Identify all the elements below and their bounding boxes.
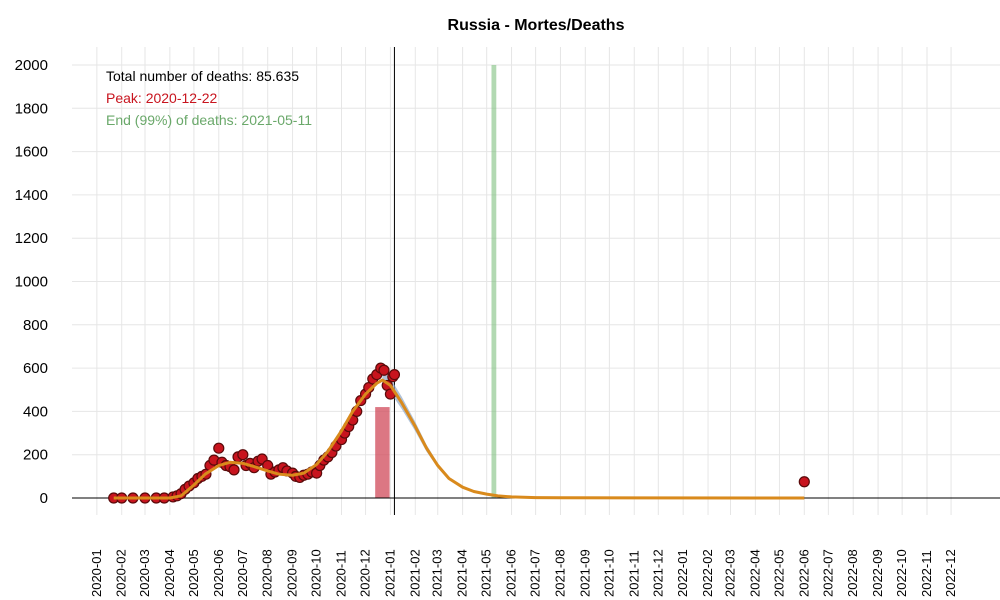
peak-annotation: Peak: 2020-12-22 [106, 90, 218, 106]
end-annotation: End (99%) of deaths: 2021-05-11 [106, 112, 312, 128]
y-tick-label: 400 [23, 403, 48, 420]
x-tick-label: 2021-03 [430, 549, 445, 597]
x-tick-label: 2021-06 [504, 549, 519, 597]
fit-line [113, 378, 805, 500]
data-point [378, 364, 390, 376]
x-tick-label: 2022-11 [919, 550, 934, 597]
x-tick-label: 2021-04 [455, 549, 470, 597]
x-tick-label: 2022-09 [870, 549, 885, 597]
x-tick-label: 2021-07 [528, 549, 543, 597]
x-tick-label: 2020-07 [235, 549, 250, 597]
series [108, 362, 810, 504]
data-point [388, 368, 401, 381]
bands [375, 65, 497, 498]
x-tick-label: 2020-05 [186, 549, 201, 597]
x-tick-label: 2020-04 [162, 549, 177, 597]
y-tick-label: 1600 [15, 144, 48, 161]
x-tick-label: 2022-01 [675, 549, 690, 597]
y-tick-label: 1000 [15, 274, 48, 291]
x-tick-label: 2022-04 [747, 549, 762, 597]
x-tick-label: 2020-09 [285, 549, 300, 597]
x-tick-label: 2022-03 [723, 549, 738, 597]
x-tick-label: 2020-03 [137, 549, 152, 597]
x-tick-label: 2020-12 [358, 549, 373, 597]
x-tick-label: 2022-05 [771, 549, 786, 597]
x-tick-label: 2021-11 [626, 550, 641, 597]
y-tick-label: 1400 [15, 187, 48, 204]
x-tick-label: 2020-02 [114, 549, 129, 597]
x-tick-label: 2020-10 [309, 549, 324, 597]
x-tick-label: 2022-12 [943, 549, 958, 597]
x-tick-label: 2022-10 [894, 549, 909, 597]
x-tick-labels: 2020-01 2020-02 2020-03 2020-04 2020-05 2020-… [89, 549, 958, 597]
data-point [798, 476, 810, 488]
y-tick-label: 2000 [15, 57, 48, 74]
x-tick-label: 2021-09 [577, 549, 592, 597]
grid-lines [72, 47, 1000, 515]
x-tick-label: 2020-06 [211, 549, 226, 597]
x-tick-label: 2021-05 [479, 549, 494, 597]
x-tick-label: 2021-02 [407, 549, 422, 597]
data-point [237, 449, 249, 461]
x-tick-label: 2021-12 [650, 549, 665, 597]
x-tick-label: 2022-07 [820, 549, 835, 597]
confidence-band [382, 372, 561, 498]
x-tick-label: 2020-01 [89, 549, 104, 597]
end-band [491, 65, 497, 498]
x-tick-label: 2020-08 [260, 549, 275, 597]
chart-title: Russia - Mortes/Deaths [448, 17, 625, 34]
y-tick-label: 1800 [15, 100, 48, 117]
x-tick-label: 2021-01 [382, 549, 397, 597]
x-tick-label: 2022-08 [845, 549, 860, 597]
x-tick-label: 2020-11 [333, 550, 348, 597]
x-tick-label: 2022-02 [700, 549, 715, 597]
y-tick-label: 800 [23, 317, 48, 334]
x-tick-label: 2021-08 [552, 549, 567, 597]
total-deaths-annotation: Total number of deaths: 85.635 [106, 68, 299, 84]
y-tick-labels: 0 200 400 600 800 1000 1200 1400 1600 1800 2000 [15, 57, 48, 507]
y-tick-label: 200 [23, 447, 48, 464]
y-tick-label: 0 [40, 490, 48, 507]
x-tick-label: 2021-10 [601, 549, 616, 597]
data-point [228, 464, 240, 476]
y-tick-label: 600 [23, 360, 48, 377]
peak-band [375, 407, 390, 498]
data-point [213, 442, 225, 454]
x-tick-label: 2022-06 [796, 549, 811, 597]
y-tick-label: 1200 [15, 230, 48, 247]
